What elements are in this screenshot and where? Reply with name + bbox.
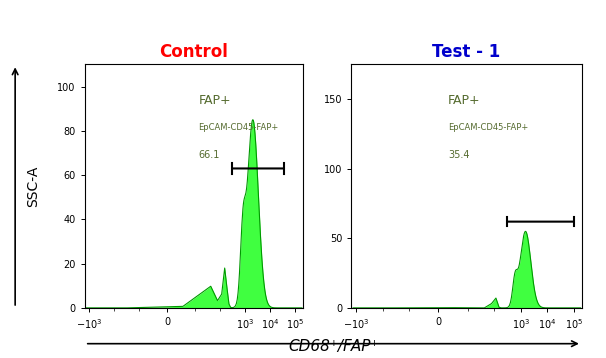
Text: EpCAM-CD45-FAP+: EpCAM-CD45-FAP+	[448, 123, 528, 132]
Text: EpCAM-CD45-FAP+: EpCAM-CD45-FAP+	[198, 123, 279, 132]
Text: 66.1: 66.1	[198, 150, 219, 160]
Text: SSC-A: SSC-A	[26, 165, 41, 207]
Title: Test - 1: Test - 1	[433, 43, 501, 62]
Text: 35.4: 35.4	[448, 150, 470, 160]
Title: Control: Control	[159, 43, 228, 62]
Text: CD68⁺/FAP⁺: CD68⁺/FAP⁺	[288, 339, 379, 354]
Text: FAP+: FAP+	[198, 94, 231, 107]
Text: FAP+: FAP+	[448, 94, 481, 107]
